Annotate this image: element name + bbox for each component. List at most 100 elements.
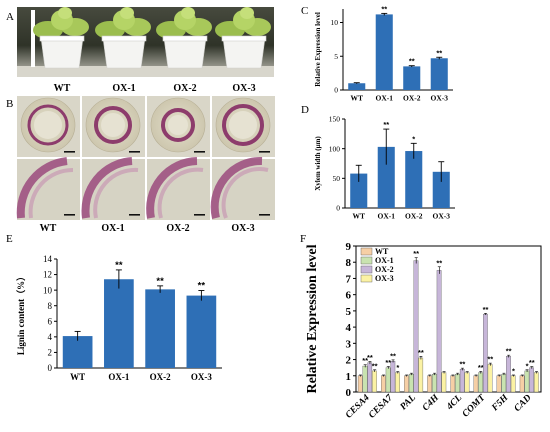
- bar-wt-cesa7: [381, 375, 386, 393]
- plant-2: [156, 7, 212, 69]
- x-tick-label-ox-1: OX-1: [378, 212, 396, 221]
- bar-wt: [62, 336, 93, 368]
- legend-swatch-ox-2: [360, 265, 373, 274]
- xylem-band: [81, 157, 133, 219]
- panel-b-label-ox-1: OX-1: [101, 223, 124, 234]
- y-tick-label: 4: [48, 332, 53, 342]
- zoom-section-1: [81, 157, 145, 220]
- x-tick-label-ox-1: OX-1: [376, 94, 394, 103]
- pot: [40, 37, 84, 69]
- significance: **: [362, 356, 368, 365]
- y-tick-label: 10: [331, 18, 339, 27]
- pith: [168, 115, 188, 135]
- panel-b-label-wt: WT: [40, 223, 57, 234]
- panel-a-label-ox-1: OX-1: [112, 83, 135, 94]
- plot-frame: [355, 245, 542, 393]
- plant-1: [95, 7, 151, 69]
- significance-ox-3: **: [436, 48, 442, 57]
- y-tick-label: 3: [346, 338, 352, 350]
- significance: **: [483, 305, 489, 314]
- xylem-band-inner: [93, 167, 139, 219]
- pot: [222, 37, 266, 69]
- significance: *: [512, 366, 515, 375]
- panel-d-letter: D: [301, 104, 309, 116]
- significance: **: [413, 249, 419, 258]
- xylem-ring: [161, 108, 195, 142]
- y-tick-label: 2: [48, 348, 53, 358]
- xylem-ring: [27, 104, 69, 146]
- xylem-band: [146, 157, 198, 219]
- y-tick-label: 2: [346, 355, 352, 367]
- bar-ox-2-4cl: [459, 369, 465, 393]
- pith: [34, 111, 62, 139]
- y-tick-label: 50: [333, 174, 341, 183]
- x-tick-label-ox-1: OX-1: [108, 372, 129, 382]
- bar-ox-2: [403, 66, 421, 90]
- scale-bar: [259, 151, 270, 153]
- cross-section-2: [147, 96, 210, 157]
- scale-bar: [64, 151, 75, 153]
- bar-ox-1-cesa7: [385, 367, 391, 393]
- bar-wt-cad: [519, 375, 525, 393]
- xylem-band: [210, 156, 263, 219]
- panel-b-label-ox-3: OX-3: [231, 223, 254, 234]
- bar-ox-1-pal: [408, 373, 414, 393]
- bar-ox-1-c4h: [432, 373, 437, 393]
- scale-bar: [194, 214, 205, 216]
- panel-b-label-ox-2: OX-2: [166, 223, 189, 234]
- x-tick-label-ox-3: OX-3: [191, 372, 212, 382]
- y-tick-label: 8: [48, 301, 53, 311]
- bar-ox-3-cesa4: [372, 370, 377, 393]
- pot-rim: [162, 35, 208, 42]
- scale-bar: [129, 214, 140, 216]
- significance: **: [506, 347, 512, 356]
- bar-wt-4cl: [450, 375, 456, 393]
- y-tick-label: 8: [346, 257, 352, 269]
- bar-ox-2-f5h: [506, 356, 511, 393]
- y-tick-label: 100: [329, 144, 341, 153]
- pot-rim: [101, 35, 147, 42]
- cross-section-0: [17, 96, 80, 157]
- x-tick-label-f5h: F5H: [490, 393, 511, 414]
- chart-e: 0 2 4 6 8 10 12 14 WT ** OX-1 ** OX-2 ** OX-3 Lignin co…: [16, 254, 222, 382]
- bar-ox-2-cad: [529, 367, 534, 393]
- bar-ox-3: [430, 58, 448, 90]
- significance: **: [385, 358, 391, 367]
- plant-photo: [17, 7, 274, 77]
- bar-wt-cesa4: [357, 375, 363, 393]
- x-tick-label-wt: WT: [350, 94, 363, 103]
- bar-ox-3-cesa7: [395, 372, 400, 393]
- significance-ox-3: **: [198, 281, 206, 292]
- bar-ox-2-pal: [413, 260, 419, 393]
- leaf: [240, 7, 254, 19]
- x-tick-label-pal: PAL: [399, 393, 418, 412]
- y-tick-label: 14: [43, 254, 53, 264]
- bar-wt-f5h: [496, 375, 502, 393]
- zoom-section-2: [146, 157, 210, 220]
- chart-d: 0 50 100 150 WT ** OX-1 * OX-2 OX-3 Xylem width (μ…: [314, 115, 455, 221]
- significance-ox-2: **: [409, 57, 415, 66]
- xylem-ring: [94, 106, 132, 144]
- bar-ox-3: [186, 295, 217, 368]
- bar-ox-1-4cl: [455, 373, 460, 393]
- significance-ox-1: **: [115, 260, 123, 271]
- panel-f-letter: F: [300, 233, 306, 245]
- legend-label-ox-3: OX-3: [375, 274, 394, 283]
- panel-a-letter: A: [6, 11, 14, 23]
- legend-label-wt: WT: [375, 247, 389, 256]
- bar-wt-c4h: [427, 375, 432, 393]
- bar-wt: [350, 173, 368, 208]
- y-tick-label: 5: [334, 52, 338, 61]
- panel-b-letter: B: [6, 98, 13, 110]
- x-tick-label-ox-2: OX-2: [405, 212, 423, 221]
- xylem-band-inner: [28, 167, 74, 219]
- zoom-section-0: [16, 157, 80, 220]
- significance: **: [418, 348, 424, 357]
- bar-wt-comt: [473, 375, 479, 393]
- pot: [163, 37, 207, 69]
- legend-label-ox-2: OX-2: [375, 265, 394, 274]
- xylem-band-inner: [157, 167, 204, 219]
- pith: [101, 113, 125, 137]
- y-tick-label: 0: [334, 86, 338, 95]
